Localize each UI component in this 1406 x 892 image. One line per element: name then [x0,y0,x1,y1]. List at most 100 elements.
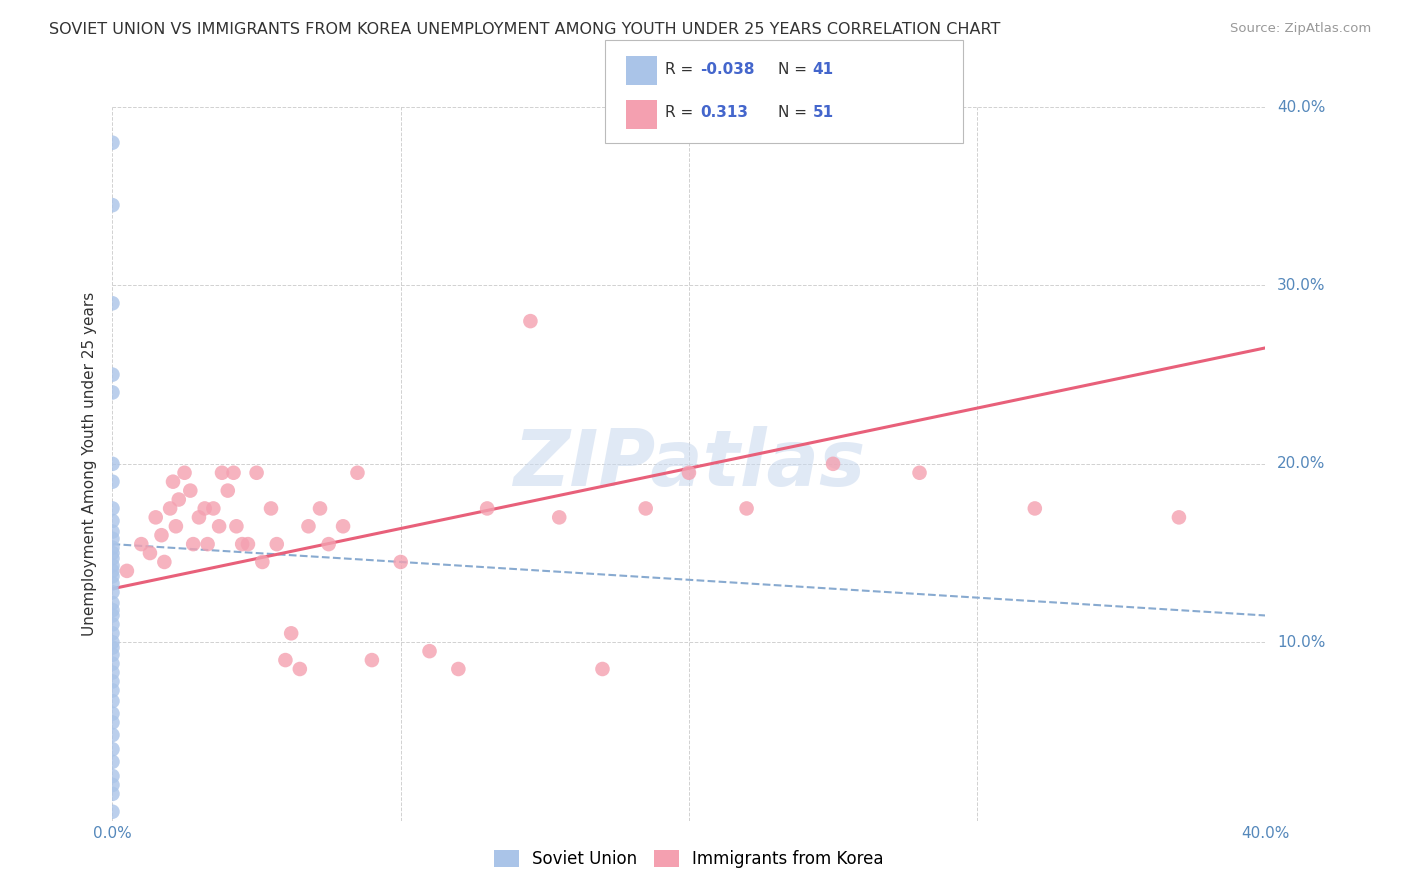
Point [165,519,187,533]
Point [346,466,368,480]
Point [101,742,124,756]
Point [179,483,201,498]
Text: N =: N = [778,62,811,77]
Point [101,608,124,623]
Point [309,501,332,516]
Point [101,596,124,610]
Point [389,555,412,569]
Point [101,475,124,489]
Point [101,514,124,528]
Text: 51: 51 [813,104,834,120]
Point [202,501,225,516]
Point [101,665,124,680]
Point [475,501,498,516]
Point [266,537,288,551]
Text: Source: ZipAtlas.com: Source: ZipAtlas.com [1230,22,1371,36]
Point [548,510,571,524]
Point [101,694,124,708]
Point [101,769,124,783]
Point [197,537,219,551]
Point [101,296,124,310]
Text: 30.0%: 30.0% [1277,278,1326,293]
Point [101,541,124,555]
Point [101,617,124,632]
Point [634,501,657,516]
Point [101,787,124,801]
Point [245,466,267,480]
Point [150,528,173,542]
Point [101,551,124,566]
Point [101,576,124,591]
Point [101,657,124,671]
Point [101,603,124,617]
Text: -0.038: -0.038 [700,62,755,77]
Legend: Soviet Union, Immigrants from Korea: Soviet Union, Immigrants from Korea [485,842,893,877]
Point [101,635,124,649]
Point [101,715,124,730]
Point [101,564,124,578]
Point [101,728,124,742]
Point [162,475,184,489]
Point [101,674,124,689]
Point [173,466,195,480]
Y-axis label: Unemployment Among Youth under 25 years: Unemployment Among Youth under 25 years [82,292,97,636]
Point [101,558,124,573]
Point [208,519,231,533]
Point [260,501,283,516]
Text: 10.0%: 10.0% [1277,635,1326,649]
Point [419,644,441,658]
Point [101,683,124,698]
Point [252,555,274,569]
Point [101,385,124,400]
Point [129,537,153,551]
Point [153,555,176,569]
Point [115,564,138,578]
Text: 41: 41 [813,62,834,77]
Text: R =: R = [665,104,699,120]
Point [101,569,124,583]
Point [101,546,124,560]
Point [101,626,124,640]
Point [678,466,700,480]
Point [217,483,239,498]
Point [101,532,124,546]
Point [592,662,614,676]
Point [1024,501,1046,516]
Point [101,640,124,655]
Point [101,648,124,662]
Point [297,519,319,533]
Point [188,510,211,524]
Text: 40.0%: 40.0% [1277,100,1326,114]
Point [101,706,124,721]
Point [167,492,190,507]
Point [101,524,124,539]
Point [101,457,124,471]
Point [318,537,340,551]
Point [735,501,758,516]
Point [1167,510,1189,524]
Point [145,510,167,524]
Text: ZIPatlas: ZIPatlas [513,425,865,502]
Point [332,519,354,533]
Text: N =: N = [778,104,811,120]
Point [181,537,204,551]
Point [101,778,124,792]
Point [519,314,541,328]
Point [101,198,124,212]
Point [101,368,124,382]
Text: 0.313: 0.313 [700,104,748,120]
Point [231,537,253,551]
Point [159,501,181,516]
Text: 20.0%: 20.0% [1277,457,1326,471]
Point [101,805,124,819]
Text: R =: R = [665,62,699,77]
Point [225,519,247,533]
Point [101,501,124,516]
Point [222,466,245,480]
Point [288,662,311,676]
Point [821,457,844,471]
Point [101,755,124,769]
Point [139,546,162,560]
Point [101,585,124,599]
Point [274,653,297,667]
